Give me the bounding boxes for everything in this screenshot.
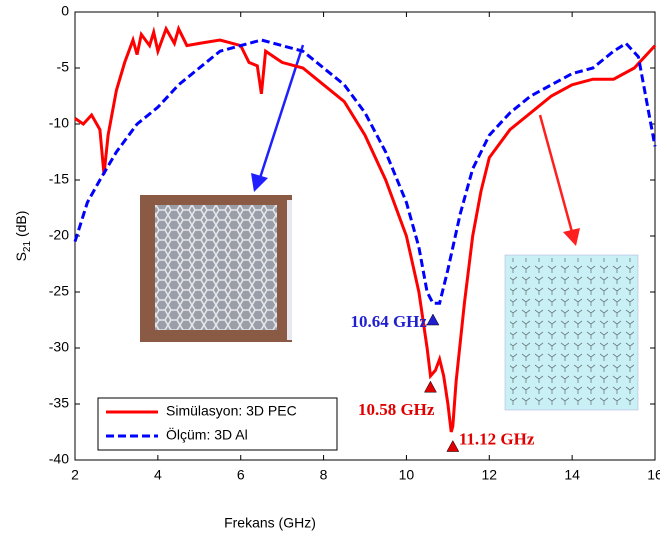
x-tick-label: 2: [71, 467, 79, 483]
y-tick-label: -40: [49, 451, 69, 467]
annotation-label: 10.64 GHz: [350, 312, 427, 331]
series-line: [74, 24, 657, 433]
legend-label: Ölçüm: 3D Al: [166, 426, 248, 443]
y-axis-label: S21 (dB): [13, 211, 33, 262]
y-tick-label: -20: [49, 227, 69, 243]
marker-triangle: [426, 313, 440, 326]
y-label-sub: 21: [22, 241, 33, 253]
y-tick-label: 0: [61, 3, 69, 19]
x-tick-label: 14: [564, 467, 580, 483]
marker-triangle: [424, 380, 437, 393]
y-tick-label: -30: [49, 339, 69, 355]
y-label-main: S: [13, 252, 29, 261]
pattern-inset: [504, 254, 639, 411]
y-tick-label: -10: [49, 115, 69, 131]
y-tick-label: -25: [49, 283, 69, 299]
x-tick-label: 8: [320, 467, 328, 483]
y-tick-label: -15: [49, 171, 69, 187]
legend-box: [97, 397, 338, 451]
series-line: [73, 38, 657, 305]
y-tick-label: -35: [49, 395, 69, 411]
x-tick-label: 4: [154, 467, 162, 483]
x-axis-label: Frekans (GHz): [224, 515, 316, 531]
x-tick-label: 10: [399, 467, 415, 483]
y-tick-label: -5: [57, 59, 70, 75]
photo-inset: [140, 195, 292, 342]
annotation-label: 11.12 GHz: [459, 429, 535, 448]
arrows: [251, 44, 580, 246]
marker-triangle: [446, 440, 460, 452]
legend: Simülasyon: 3D PEC Ölçüm: 3D Al: [97, 397, 338, 451]
x-tick-label: 6: [237, 467, 245, 483]
annotation-label: 10.58 GHz: [358, 400, 435, 419]
x-tick-label: 12: [481, 467, 497, 483]
y-label-rest: (dB): [13, 211, 29, 241]
x-tick-label: 16: [647, 467, 660, 483]
legend-label: Simülasyon: 3D PEC: [166, 403, 297, 419]
